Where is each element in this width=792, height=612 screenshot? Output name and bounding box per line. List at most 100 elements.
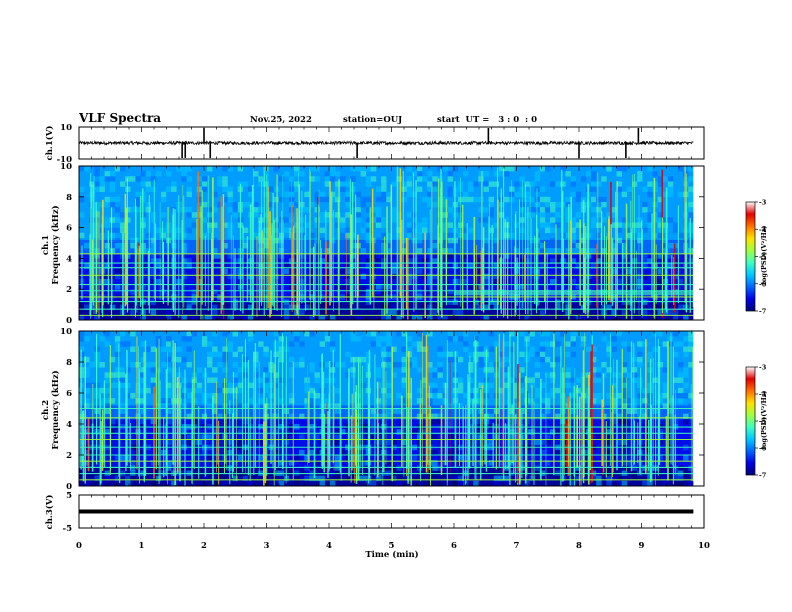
spec1-cell [365,227,372,234]
spec1-cell [258,176,264,182]
spec2-cell [539,439,546,445]
spec2-cell [590,393,597,399]
spec2-cell [130,331,136,337]
spec1-cell [447,176,454,182]
spec1-cell [657,278,663,285]
spec1-cell [524,196,530,203]
spec1-cell [340,273,346,280]
spec1-cell [370,253,377,259]
spec1-cell [196,176,203,182]
spec2-cell [104,475,111,482]
spec2-cell [452,465,459,471]
spec2-cell [140,356,146,363]
spec1-cell [611,222,617,228]
spec1-cell [401,253,407,259]
spec2-cell [498,460,505,466]
spec1-cell [191,289,198,295]
spec1-cell [662,222,669,228]
spec1-cell [514,222,520,228]
spec2-cell [427,403,433,409]
spec2-cell [416,465,423,471]
spec2-cell [375,413,382,420]
spec2-cell [422,346,428,352]
spec1-cell [345,232,351,239]
spec2-cell [396,331,402,337]
spec2-cell [191,331,198,337]
spec2-cell [309,362,315,368]
spec1-cell [160,212,167,218]
spec1-cell [130,289,136,295]
spec1-cell [585,171,592,177]
spec1-cell [688,166,694,172]
spec1-cell [575,196,582,203]
spec1-cell [411,212,418,218]
spec2-cell [621,341,628,347]
spec2-cell [688,346,694,352]
spec1-cell [396,217,402,223]
spec2-cell [125,393,131,399]
spec2-cell [309,403,315,409]
spec2-cell [401,346,407,352]
spec1-cell [375,186,382,192]
spec1-cell [355,191,361,198]
spec1-cell [237,309,244,316]
spec1-cell [381,263,387,269]
spec2-cell [550,429,556,435]
spec2-cell [375,367,382,373]
spec2-cell [114,455,121,461]
spec1-cell [181,176,187,182]
spec2-cell [544,460,551,466]
spec1-cell [365,207,372,213]
spec2-cell [631,367,638,373]
spec1-cell [555,253,561,259]
spec2-cell [519,351,525,358]
spec2-cell [206,377,213,383]
spec2-cell [263,346,269,352]
spec2-cell [140,387,146,394]
spec2-cell [652,465,658,471]
spec2-cell [232,439,239,445]
spec1-cell [79,304,85,311]
x-tick-label: 6 [451,541,457,551]
spec1-cell [222,181,228,187]
spec2-cell [621,367,628,373]
spec2-cell [647,351,653,358]
spec1-cell [442,227,448,234]
spec2-cell [688,341,694,347]
spec2-cell [201,341,208,347]
spec1-cell [217,181,223,187]
spec2-cell [334,429,341,435]
spec2-cell [606,429,612,435]
spec1-cell [647,181,653,187]
spec2-cell [637,393,643,399]
spec1-cell [191,314,198,321]
spec1-cell [309,176,315,182]
spec2-cell [386,480,392,487]
spec1-cell [626,186,633,192]
header-station: station=OUJ [343,115,402,125]
spec2-cell [626,372,633,378]
spec2-cell [503,455,510,461]
spec2-cell [437,351,443,358]
spec2-cell [462,331,469,337]
spec2-cell [683,455,689,461]
spec2-cell [145,362,151,368]
spec1-cell [391,273,397,280]
spec1-cell [478,314,484,321]
spec2-cell [99,403,105,409]
spec2-cell [637,413,643,420]
spec1-cell [319,212,326,218]
spec1-cell [365,166,372,172]
spec2-cell [119,367,126,373]
spec2-cell [114,475,121,482]
spec2-cell [186,403,192,409]
spec1-cell [667,309,674,316]
spec1-cell [345,191,351,198]
spec2-cell [150,367,157,373]
spec1-cell [401,186,407,192]
spec1-cell [309,201,315,208]
spec1-cell [268,314,274,321]
spec1-cell [662,314,669,321]
spec1-cell [539,212,546,218]
spec1-cell [109,227,116,234]
